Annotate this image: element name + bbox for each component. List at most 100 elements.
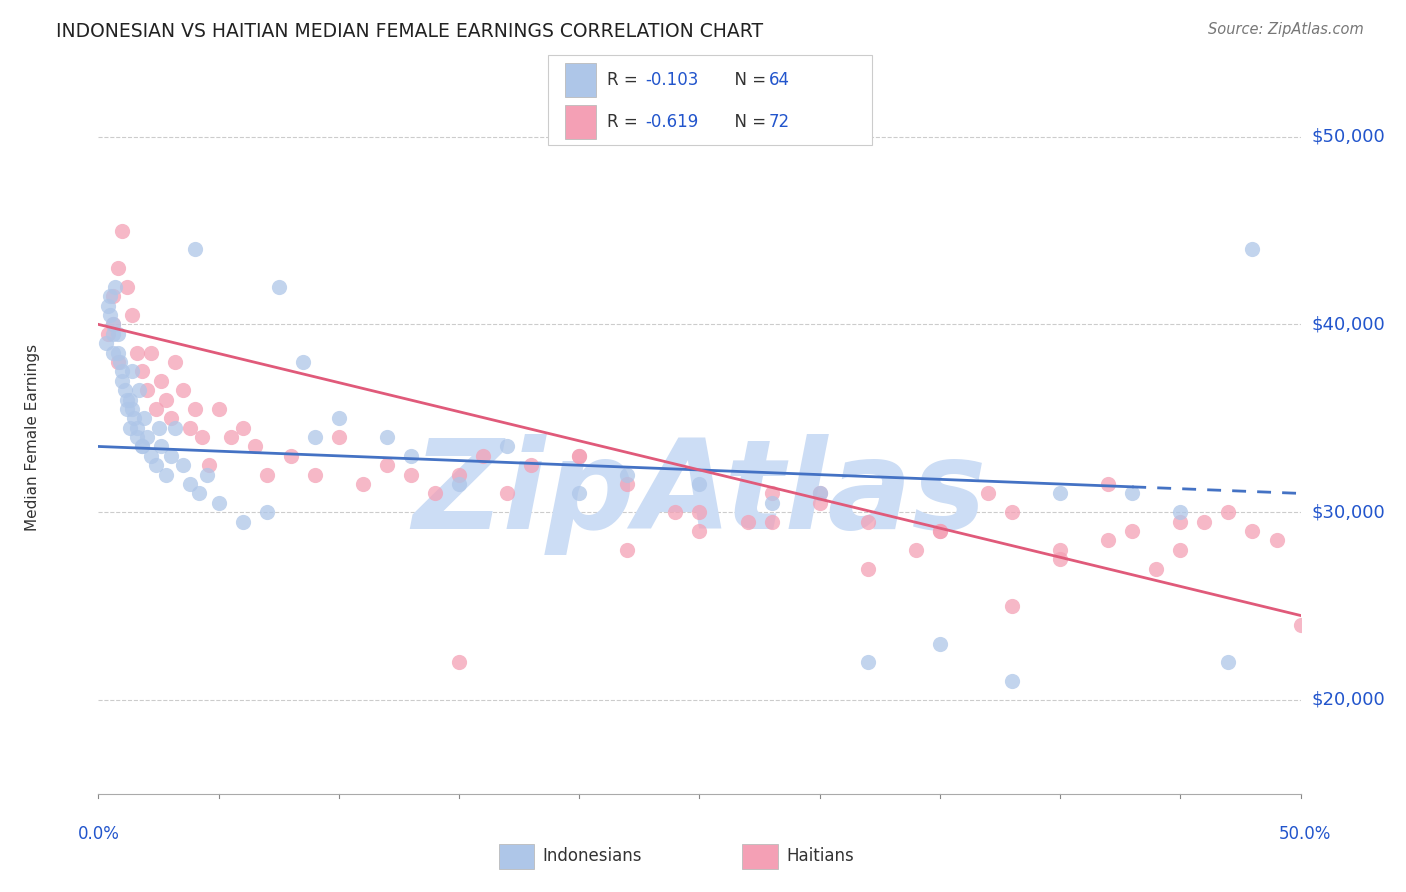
Text: $50,000: $50,000: [1312, 128, 1385, 145]
Point: [107, 261, 129, 276]
Point: [198, 458, 221, 473]
Point: [183, 242, 205, 256]
Text: 50.0%: 50.0%: [1278, 825, 1331, 843]
Point: [1049, 552, 1071, 566]
Point: [688, 524, 710, 538]
Point: [737, 515, 759, 529]
Text: 64: 64: [769, 71, 790, 89]
Point: [1241, 242, 1264, 256]
Point: [328, 430, 350, 444]
Point: [179, 420, 201, 434]
Point: [141, 345, 163, 359]
Point: [195, 467, 218, 482]
Point: [155, 392, 177, 407]
Point: [132, 411, 155, 425]
Point: [280, 449, 302, 463]
Point: [219, 430, 242, 444]
Point: [107, 355, 129, 369]
Text: $40,000: $40,000: [1312, 316, 1385, 334]
Point: [165, 420, 187, 434]
Point: [125, 345, 148, 359]
Point: [1144, 561, 1167, 575]
Point: [124, 411, 146, 425]
Point: [1170, 542, 1192, 557]
Point: [172, 458, 194, 473]
Point: [568, 486, 591, 500]
Point: [1001, 599, 1024, 613]
Point: [1170, 505, 1192, 519]
Point: [148, 420, 170, 434]
Point: [125, 430, 148, 444]
Point: [232, 420, 254, 434]
Text: -0.103: -0.103: [645, 71, 699, 89]
Point: [172, 383, 194, 397]
Point: [928, 524, 950, 538]
Point: [179, 477, 201, 491]
Text: Source: ZipAtlas.com: Source: ZipAtlas.com: [1208, 22, 1364, 37]
Point: [977, 486, 1000, 500]
Text: -0.619: -0.619: [645, 113, 699, 131]
Point: [904, 542, 927, 557]
Point: [117, 280, 139, 294]
Point: [117, 401, 139, 416]
Point: [375, 458, 398, 473]
Text: N =: N =: [724, 71, 772, 89]
Point: [688, 477, 710, 491]
Point: [1194, 515, 1216, 529]
Point: [101, 289, 124, 303]
Point: [256, 505, 278, 519]
Point: [267, 280, 290, 294]
Point: [447, 656, 470, 670]
Point: [808, 496, 831, 510]
Point: [131, 440, 153, 454]
Point: [616, 477, 638, 491]
Point: [188, 486, 211, 500]
Point: [101, 318, 124, 332]
Point: [688, 505, 710, 519]
Point: [808, 486, 831, 500]
Point: [761, 486, 783, 500]
Point: [191, 430, 214, 444]
Point: [1121, 486, 1143, 500]
Point: [100, 289, 122, 303]
Point: [352, 477, 374, 491]
Point: [520, 458, 543, 473]
Point: [111, 374, 134, 388]
Point: [107, 326, 129, 341]
Text: N =: N =: [724, 113, 772, 131]
Text: $30,000: $30,000: [1312, 503, 1385, 521]
Point: [100, 308, 122, 322]
Point: [155, 467, 177, 482]
Point: [856, 656, 879, 670]
Text: Indonesians: Indonesians: [543, 847, 643, 865]
Point: [117, 392, 139, 407]
Point: [232, 515, 254, 529]
Point: [243, 440, 266, 454]
Point: [159, 449, 181, 463]
Text: Haitians: Haitians: [786, 847, 853, 865]
Point: [664, 505, 686, 519]
Text: ZipAtlas: ZipAtlas: [412, 434, 987, 555]
Point: [111, 223, 134, 237]
Point: [121, 308, 143, 322]
Point: [1265, 533, 1288, 548]
Point: [761, 496, 783, 510]
Text: $20,000: $20,000: [1312, 691, 1385, 709]
Point: [97, 299, 120, 313]
Point: [808, 486, 831, 500]
Text: R =: R =: [607, 113, 644, 131]
Point: [1001, 674, 1024, 689]
Point: [1170, 515, 1192, 529]
Point: [101, 318, 124, 332]
Point: [256, 467, 278, 482]
Point: [616, 542, 638, 557]
Point: [472, 449, 495, 463]
Point: [135, 430, 157, 444]
Point: [399, 467, 422, 482]
Point: [1097, 477, 1119, 491]
Point: [183, 401, 205, 416]
Point: [496, 440, 519, 454]
Point: [1289, 618, 1312, 632]
Point: [568, 449, 591, 463]
Point: [928, 637, 950, 651]
